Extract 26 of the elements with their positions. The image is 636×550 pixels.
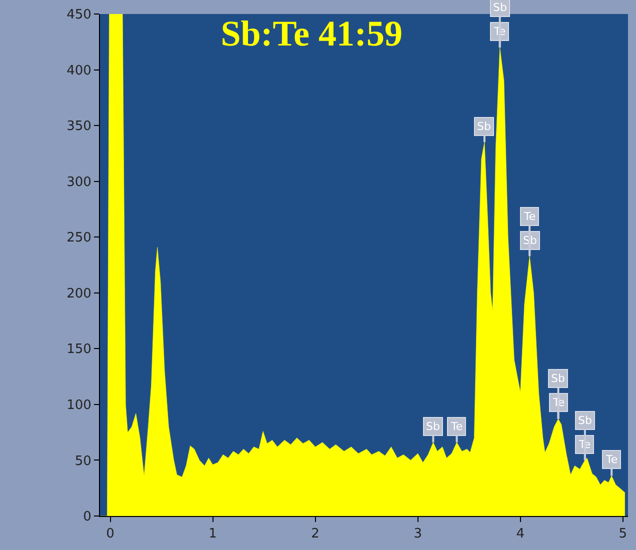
y-tick-label: 450 (66, 8, 92, 23)
annotation: Sb (578, 414, 592, 427)
x-tick-label: 5 (618, 526, 628, 542)
x-tick-label: 2 (311, 526, 320, 542)
y-tick-label: 250 (66, 230, 92, 246)
annotation: Sb (493, 1, 507, 14)
y-tick-label: 100 (66, 398, 92, 413)
y-tick-label: 50 (74, 454, 92, 469)
x-tick-label: 4 (516, 526, 524, 542)
annotation: Te (450, 420, 463, 433)
annotation: Sb (477, 120, 491, 133)
y-tick-label: 200 (66, 286, 92, 302)
annotation: Sb (551, 372, 565, 385)
y-tick-label: 350 (66, 119, 92, 134)
x-tick-label: 3 (414, 526, 422, 542)
annotation: Sb (426, 420, 440, 433)
y-tick-label: 0 (83, 510, 92, 525)
y-tick-label: 300 (66, 174, 92, 190)
annotation: Te (605, 453, 618, 466)
y-tick-label: 400 (66, 63, 92, 78)
annotation: Te (523, 210, 536, 223)
x-tick-label: 0 (106, 526, 114, 542)
x-tick-label: 1 (208, 526, 217, 542)
annotation: Sb (523, 234, 537, 247)
chart-title: Sb:Te 41:59 (220, 14, 402, 54)
y-tick-label: 150 (66, 342, 92, 358)
